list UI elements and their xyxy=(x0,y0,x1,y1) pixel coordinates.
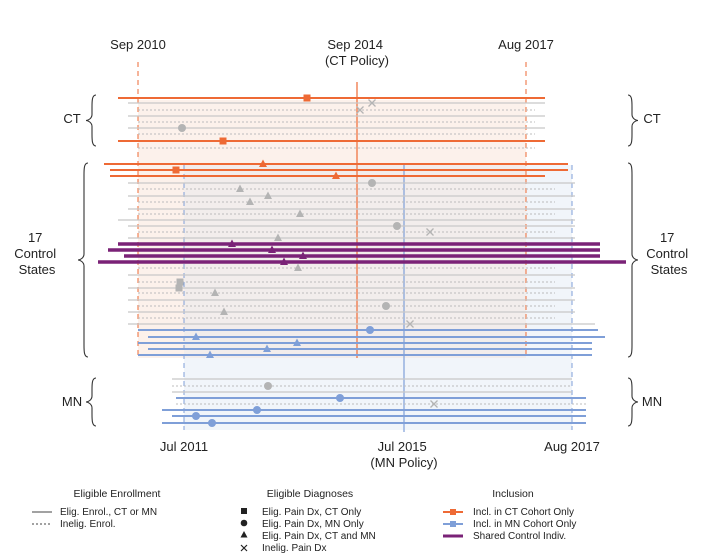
square-marker xyxy=(219,137,227,145)
triangle-marker xyxy=(296,209,304,217)
x-marker xyxy=(406,320,414,328)
circle-marker-icon xyxy=(240,519,248,527)
group-label-ct: CT xyxy=(63,111,80,126)
circle-marker xyxy=(253,406,261,414)
circle-marker xyxy=(192,412,200,420)
group-label-control: 17 Control States xyxy=(646,230,692,277)
triangle-marker xyxy=(264,191,272,199)
square-marker xyxy=(176,278,184,286)
x-marker xyxy=(356,106,364,114)
triangle-marker xyxy=(259,159,267,167)
triangle-marker xyxy=(332,171,340,179)
x-marker-icon xyxy=(240,544,248,552)
legend-item-label: Elig. Pain Dx, CT and MN xyxy=(262,531,376,542)
group-label-mn: MN xyxy=(642,394,662,409)
legend-mn-marker xyxy=(450,521,456,527)
square-marker xyxy=(175,284,183,292)
right-brace-control xyxy=(627,162,639,358)
circle-marker xyxy=(178,124,186,132)
triangle-marker xyxy=(211,288,219,296)
square-marker-icon xyxy=(241,508,247,514)
legend-item-label: Inelig. Enrol. xyxy=(60,519,116,530)
bottom-date-label: Aug 2017 xyxy=(544,439,600,454)
bottom-date-label: Jul 2011 xyxy=(160,439,208,454)
right-brace-ct xyxy=(627,94,639,147)
triangle-marker xyxy=(220,307,228,315)
triangle-marker xyxy=(274,233,282,241)
legend-item-label: Inelig. Pain Dx xyxy=(262,543,326,554)
group-label-mn: MN xyxy=(62,394,82,409)
triangle-marker xyxy=(192,332,200,340)
legend-ct-marker xyxy=(450,509,456,515)
group-label-control: 17 Control States xyxy=(14,230,60,277)
triangle-marker xyxy=(263,344,271,352)
legend-item-label: Elig. Pain Dx, MN Only xyxy=(262,519,364,530)
left-brace-control xyxy=(77,162,89,358)
circle-marker xyxy=(264,382,272,390)
triangle-marker xyxy=(236,184,244,192)
triangle-marker xyxy=(294,263,302,271)
left-brace-ct xyxy=(85,94,97,147)
x-marker xyxy=(426,228,434,236)
triangle-marker xyxy=(268,245,276,253)
triangle-marker xyxy=(246,197,254,205)
x-marker xyxy=(368,99,376,107)
triangle-marker xyxy=(293,338,301,346)
legend-item-label: Shared Control Indiv. xyxy=(473,531,566,542)
legend-inclusion-title: Inclusion xyxy=(492,488,534,500)
square-marker xyxy=(303,94,311,102)
triangle-marker xyxy=(206,350,214,358)
circle-marker xyxy=(366,326,374,334)
circle-marker xyxy=(336,394,344,402)
bottom-date-label: Jul 2015 (MN Policy) xyxy=(370,439,437,470)
legend-enrollment-title: Eligible Enrollment xyxy=(74,488,161,500)
legend-item-label: Incl. in CT Cohort Only xyxy=(473,507,574,518)
top-date-label: Sep 2014 (CT Policy) xyxy=(325,37,389,68)
triangle-marker xyxy=(299,251,307,259)
triangle-marker xyxy=(228,239,236,247)
top-date-label: Aug 2017 xyxy=(498,37,554,52)
triangle-marker-icon xyxy=(240,531,248,538)
top-date-label: Sep 2010 xyxy=(110,37,166,52)
group-label-ct: CT xyxy=(643,111,660,126)
x-marker xyxy=(430,400,438,408)
legend-item-label: Elig. Pain Dx, CT Only xyxy=(262,507,361,518)
left-brace-mn xyxy=(85,377,97,427)
square-marker xyxy=(172,166,180,174)
right-brace-mn xyxy=(627,377,639,427)
legend-diagnoses-title: Eligible Diagnoses xyxy=(267,488,353,500)
circle-marker xyxy=(368,179,376,187)
triangle-marker xyxy=(280,257,288,265)
circle-marker xyxy=(382,302,390,310)
legend: Eligible Enrollment Eligible Diagnoses I… xyxy=(32,488,576,554)
legend-item-label: Incl. in MN Cohort Only xyxy=(473,519,576,530)
circle-marker xyxy=(393,222,401,230)
circle-marker xyxy=(208,419,216,427)
legend-item-label: Elig. Enrol., CT or MN xyxy=(60,507,157,518)
